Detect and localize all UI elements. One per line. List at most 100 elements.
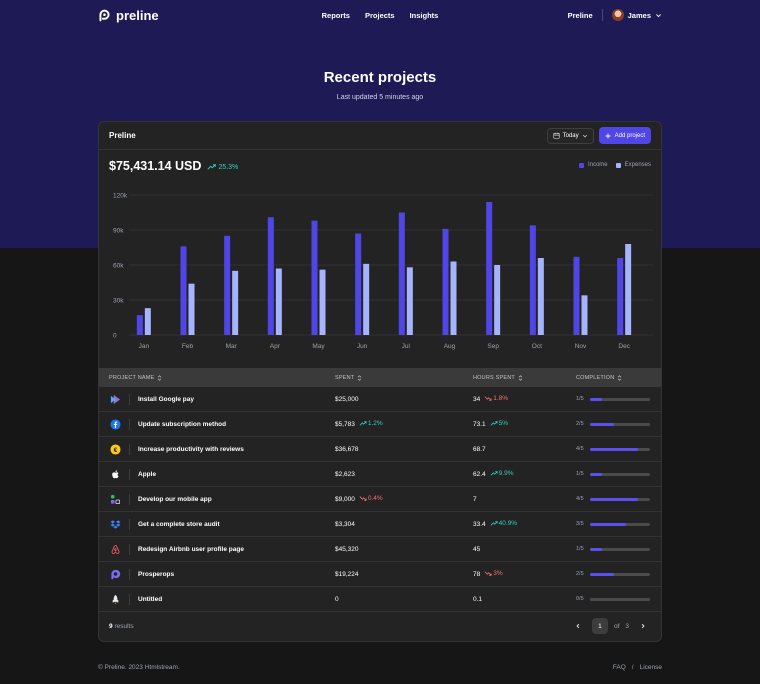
pagination-of: of <box>613 622 620 630</box>
table-footer: 9 results 1 of 3 <box>99 611 661 641</box>
x-tick-label: Apr <box>270 343 281 350</box>
completion-progress-fill <box>590 422 614 426</box>
hours-cell: 68.7 <box>473 446 576 453</box>
completion-progress <box>590 397 650 401</box>
project-name[interactable]: Redesign Airbnb user profile page <box>138 545 244 553</box>
chart-legend: Income Expenses <box>578 162 651 168</box>
project-name-cell: Prosperops <box>99 568 335 580</box>
bar-expenses <box>494 265 501 335</box>
table-row[interactable]: € Increase productivity with reviews $36… <box>99 437 661 462</box>
spent-value: $3,304 <box>335 520 355 528</box>
spent-cell: 0 <box>335 596 473 603</box>
project-name[interactable]: Install Google pay <box>138 395 194 403</box>
header-hours-label: HOURS SPENT <box>473 374 515 381</box>
calendar-icon <box>552 132 560 139</box>
project-name[interactable]: Update subscription method <box>138 420 227 428</box>
table-row[interactable]: Prosperops $19,224 78 3% 2/5 <box>99 562 661 587</box>
completion-label: 1/5 <box>576 546 584 552</box>
nav-link-insights[interactable]: Insights <box>409 10 439 20</box>
project-name[interactable]: Untitled <box>138 595 163 603</box>
row-divider <box>129 393 130 405</box>
spent-cell: $19,224 <box>335 571 473 578</box>
prev-page-button[interactable] <box>570 618 586 634</box>
bar-expenses <box>537 258 544 335</box>
copyright: © Preline. 2023 Htmlstream. <box>98 664 180 671</box>
nav-link-preline[interactable]: Preline <box>567 10 593 20</box>
bar-expenses <box>319 269 326 335</box>
header-spent[interactable]: SPENT <box>335 375 473 381</box>
hours-change: 5% <box>490 420 508 427</box>
hours-value: 78 <box>473 571 481 578</box>
user-name: James <box>627 10 651 20</box>
footer-link-faq[interactable]: FAQ <box>612 664 626 671</box>
legend-income: Income <box>578 162 608 168</box>
completion-progress-fill <box>590 447 638 451</box>
table-row[interactable]: Untitled 0 0.1 0/5 <box>99 587 661 612</box>
bar-expenses <box>363 263 370 335</box>
spent-change: 1.2% <box>359 420 383 427</box>
spent-change: 0.4% <box>359 495 383 502</box>
brand-logo[interactable]: preline <box>98 8 159 23</box>
amount-change-value: 25.3% <box>218 163 239 171</box>
results-label: results <box>114 622 134 630</box>
project-name[interactable]: Get a complete store audit <box>138 520 220 528</box>
prosperops-icon <box>109 568 121 580</box>
footer-link-license[interactable]: License <box>639 664 662 671</box>
mobile-app-icon <box>109 493 121 505</box>
table-row[interactable]: Update subscription method $5,783 1.2% 73… <box>99 412 661 437</box>
project-name[interactable]: Prosperops <box>138 570 175 578</box>
completion-progress <box>590 597 650 601</box>
spent-value: $25,000 <box>335 395 359 403</box>
date-filter-button[interactable]: Today <box>546 127 594 144</box>
row-divider <box>129 543 130 555</box>
bar-income <box>398 212 405 335</box>
header-hours-spent[interactable]: HOURS SPENT <box>473 375 576 381</box>
user-menu[interactable]: James <box>611 9 662 21</box>
completion-cell: 2/5 <box>576 571 661 577</box>
hours-cell: 7 <box>473 496 576 503</box>
table-row[interactable]: Develop our mobile app $9,000 0.4% 7 4/5 <box>99 487 661 512</box>
completion-progress-fill <box>590 472 602 476</box>
project-name[interactable]: Develop our mobile app <box>138 495 212 503</box>
header-completion[interactable]: COMPLETION <box>576 375 661 381</box>
completion-cell: 1/5 <box>576 471 661 477</box>
euro-coin-icon: € <box>109 443 121 455</box>
completion-cell: 2/5 <box>576 421 661 427</box>
x-tick-label: May <box>312 343 325 350</box>
legend-expenses-label: Expenses <box>624 162 651 168</box>
airbnb-icon <box>109 543 121 555</box>
nav-link-projects[interactable]: Projects <box>364 10 395 20</box>
sort-icon <box>158 374 162 381</box>
header-project-name[interactable]: PROJECT NAME <box>99 375 335 381</box>
hours-value: 33.4 <box>473 521 486 528</box>
completion-cell: 4/5 <box>576 446 661 452</box>
table-row[interactable]: Redesign Airbnb user profile page $45,32… <box>99 537 661 562</box>
spent-cell: $45,320 <box>335 546 473 553</box>
y-tick-label: 30k <box>113 298 124 305</box>
table-row[interactable]: Get a complete store audit $3,304 33.4 40… <box>99 512 661 537</box>
legend-income-label: Income <box>587 162 608 168</box>
spent-cell: $3,304 <box>335 521 473 528</box>
project-name[interactable]: Apple <box>138 470 157 478</box>
completion-progress <box>590 547 650 551</box>
date-filter-label: Today <box>562 132 579 139</box>
nav-link-reports[interactable]: Reports <box>321 10 350 20</box>
results-count: 9 results <box>109 623 134 630</box>
projects-card: Preline Today Add project $75,431.14 USD… <box>98 121 662 642</box>
add-project-button[interactable]: Add project <box>598 127 651 144</box>
x-tick-label: Sep <box>487 343 499 350</box>
table-row[interactable]: Install Google pay $25,000 34 1.8% 1/5 <box>99 387 661 412</box>
table-row[interactable]: Apple $2,623 62.4 9.9% 1/5 <box>99 462 661 487</box>
next-page-button[interactable] <box>635 618 651 634</box>
bar-expenses <box>450 261 457 335</box>
total-pages: 3 <box>625 622 629 630</box>
current-page[interactable]: 1 <box>591 618 608 634</box>
project-name[interactable]: Increase productivity with reviews <box>138 445 244 453</box>
spent-cell: $9,000 0.4% <box>335 495 473 503</box>
project-name-cell: € Increase productivity with reviews <box>99 443 335 455</box>
bar-income <box>311 220 318 335</box>
spent-value: $5,783 <box>335 421 355 428</box>
chevron-right-icon <box>641 623 645 629</box>
hours-cell: 62.4 9.9% <box>473 470 576 478</box>
bar-expenses <box>144 308 151 335</box>
